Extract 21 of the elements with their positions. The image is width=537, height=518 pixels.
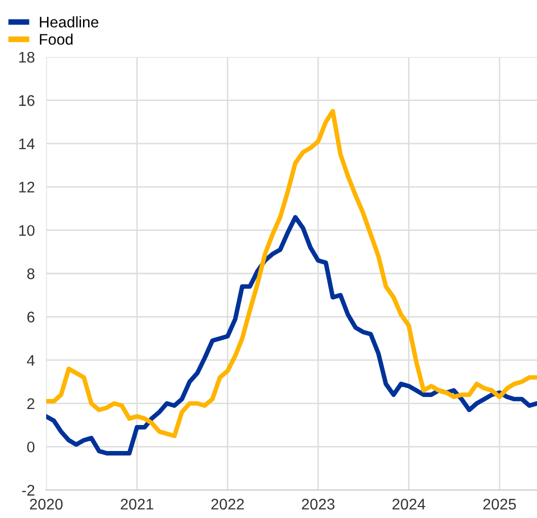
y-tick-label: 8 bbox=[27, 268, 34, 280]
y-tick-label: 4 bbox=[26, 355, 35, 366]
x-tick-label: 2021 bbox=[120, 498, 154, 510]
y-tick-label: 10 bbox=[19, 225, 34, 236]
line-series bbox=[46, 108, 537, 438]
x-tick-label: 2025 bbox=[483, 498, 516, 510]
x-tick-label: 2022 bbox=[211, 498, 244, 510]
y-tick-label: 16 bbox=[19, 95, 34, 106]
legend-label: Headline bbox=[40, 16, 98, 28]
line-series bbox=[46, 214, 537, 456]
y-tick-label: -2 bbox=[22, 484, 34, 496]
y-tick-label: 12 bbox=[19, 182, 34, 192]
x-tick-label: 2020 bbox=[30, 498, 63, 510]
y-tick-label: 6 bbox=[27, 312, 34, 322]
legend-label: Food bbox=[40, 34, 73, 45]
x-tick-label: 2023 bbox=[302, 498, 334, 510]
y-tick-label: 18 bbox=[19, 52, 34, 63]
y-tick-label: 0 bbox=[27, 442, 34, 452]
y-tick-label: 2 bbox=[27, 398, 34, 409]
x-tick-label: 2024 bbox=[392, 498, 426, 510]
y-tick-label: 14 bbox=[19, 138, 35, 150]
